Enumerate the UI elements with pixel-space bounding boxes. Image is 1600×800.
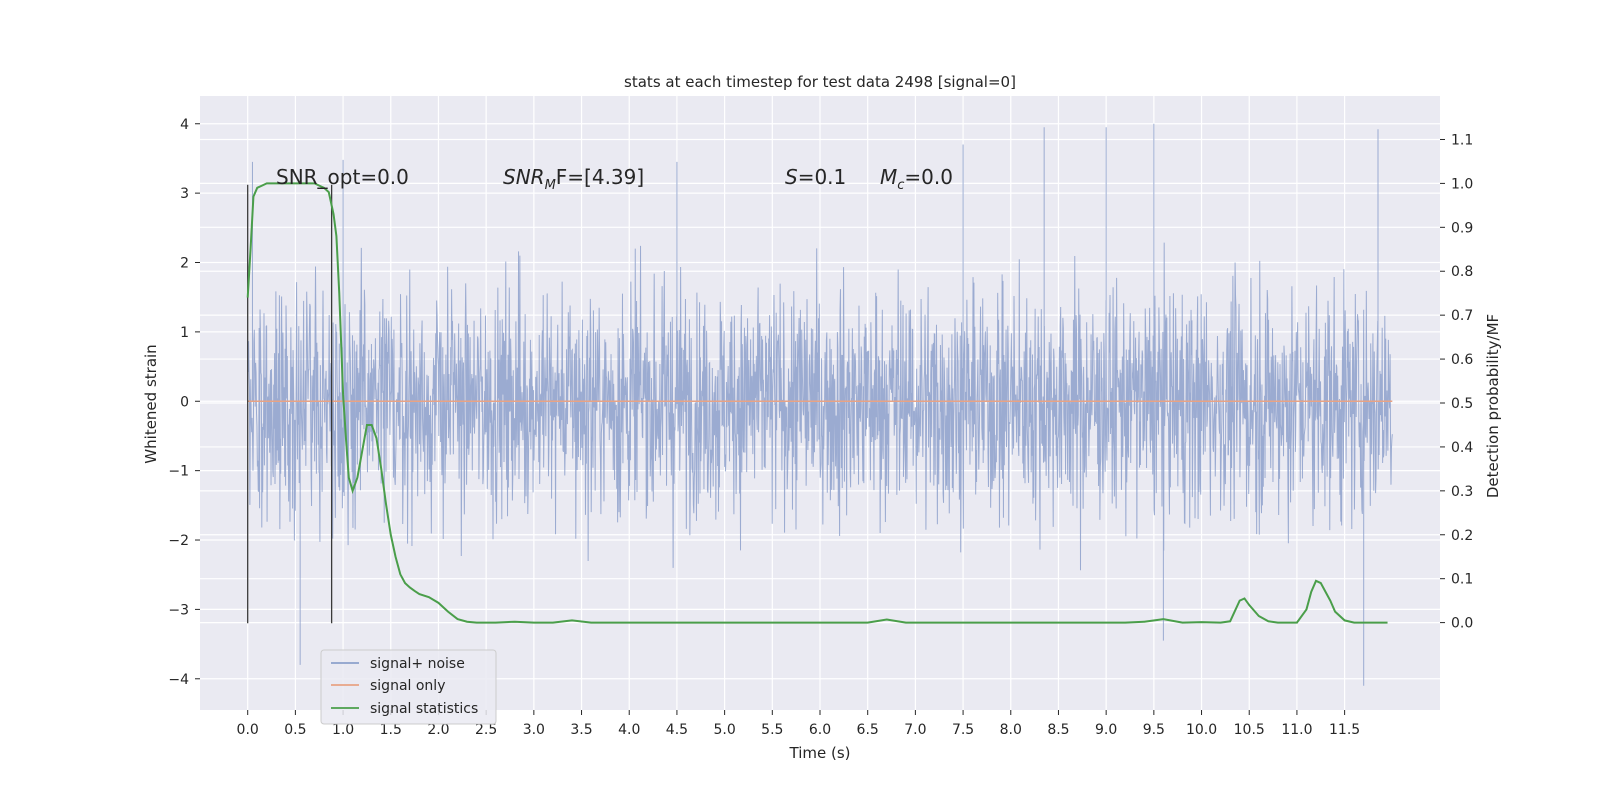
x-tick-label-9: 4.5	[666, 722, 688, 738]
y-left-tick-label-5: −1	[168, 464, 189, 480]
y-left-tick-label-0: 4	[180, 117, 189, 133]
x-tick-label-12: 6.0	[809, 722, 831, 738]
legend-label-signal-only: signal only	[370, 678, 445, 694]
y-left-tick-label-7: −3	[168, 602, 189, 618]
x-tick-label-2: 1.0	[332, 722, 354, 738]
annotation-s: S=0.1	[785, 165, 846, 189]
right-y-axis-label: Detection probability/MF	[1484, 314, 1502, 498]
y-right-tick-label-11: 0.0	[1451, 616, 1473, 632]
x-tick-label-18: 9.0	[1095, 722, 1117, 738]
x-tick-label-4: 2.0	[427, 722, 449, 738]
y-right-tick-label-7: 0.4	[1451, 440, 1473, 456]
x-tick-label-22: 11.0	[1281, 722, 1312, 738]
x-tick-label-19: 9.5	[1143, 722, 1165, 738]
y-right-tick-label-6: 0.5	[1451, 396, 1473, 412]
x-tick-label-11: 5.5	[761, 722, 783, 738]
noise-series	[247, 123, 1393, 686]
x-tick-label-14: 7.0	[904, 722, 926, 738]
chart-title: stats at each timestep for test data 249…	[624, 73, 1016, 91]
y-right-tick-label-4: 0.7	[1451, 308, 1473, 324]
y-left-tick-label-4: 0	[180, 394, 189, 410]
x-tick-label-23: 11.5	[1329, 722, 1360, 738]
left-y-axis-ticks: 4 3 2 1 0 −1 −2 −3 −4	[168, 117, 200, 688]
x-tick-label-8: 4.0	[618, 722, 640, 738]
x-tick-label-21: 10.5	[1234, 722, 1265, 738]
x-tick-label-3: 1.5	[380, 722, 402, 738]
x-tick-label-6: 3.0	[523, 722, 545, 738]
y-right-tick-label-3: 0.8	[1451, 264, 1473, 280]
x-tick-label-15: 7.5	[952, 722, 974, 738]
right-y-axis-ticks: 1.1 1.0 0.9 0.8 0.7 0.6 0.5 0.4 0.3 0.2 0.1 0.0	[1440, 132, 1473, 632]
x-tick-label-0: 0.0	[237, 722, 259, 738]
y-right-tick-label-8: 0.3	[1451, 484, 1473, 500]
marker-lines	[247, 184, 333, 624]
x-tick-label-16: 8.0	[1000, 722, 1022, 738]
annotation-snr-opt: SNR_opt=0.0	[276, 165, 409, 189]
x-tick-label-1: 0.5	[284, 722, 306, 738]
y-right-tick-label-9: 0.2	[1451, 528, 1473, 544]
y-right-tick-label-10: 0.1	[1451, 572, 1473, 588]
x-tick-label-20: 10.0	[1186, 722, 1217, 738]
y-left-tick-label-3: 1	[180, 325, 189, 341]
x-tick-label-7: 3.5	[570, 722, 592, 738]
noise-trace	[247, 123, 1393, 686]
signal-statistics-line	[246, 182, 1388, 624]
annotation-mc: Mc=0.0	[880, 165, 953, 193]
x-axis-label: Time (s)	[789, 744, 851, 762]
x-axis-ticks: 0.0 0.5 1.0 1.5 2.0 2.5 3.0 3.5 4.0 4.5 5.0 5.5 6.0 6…	[237, 710, 1360, 738]
left-y-axis-label: Whitened strain	[142, 344, 160, 463]
y-left-tick-label-8: −4	[168, 672, 189, 688]
y-right-tick-label-0: 1.1	[1451, 132, 1473, 148]
y-right-tick-label-5: 0.6	[1451, 352, 1473, 368]
legend-label-noise: signal+ noise	[370, 656, 465, 672]
legend-label-statistics: signal statistics	[370, 701, 478, 717]
x-tick-label-5: 2.5	[475, 722, 497, 738]
y-right-tick-label-2: 0.9	[1451, 220, 1473, 236]
annotation-snr-mf: SNRMF=[4.39]	[503, 165, 644, 193]
legend: signal+ noise signal only signal statist…	[320, 649, 497, 725]
x-tick-label-10: 5.0	[713, 722, 735, 738]
x-tick-label-13: 6.5	[857, 722, 879, 738]
y-left-tick-label-1: 3	[180, 186, 189, 202]
y-left-tick-label-2: 2	[180, 256, 189, 272]
y-left-tick-label-6: −2	[168, 533, 189, 549]
x-tick-label-17: 8.5	[1047, 722, 1069, 738]
y-right-tick-label-1: 1.0	[1451, 176, 1473, 192]
